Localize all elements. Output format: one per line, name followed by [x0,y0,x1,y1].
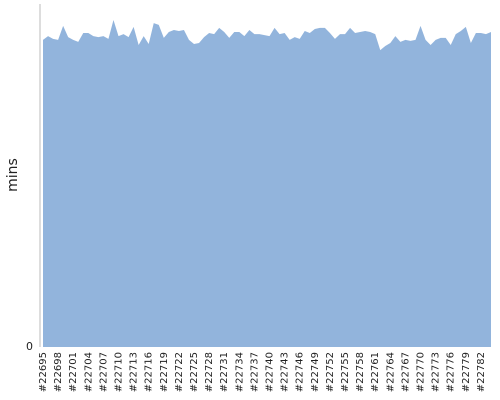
x-tick-label: #22782 [476,352,487,392]
x-tick-label: #22740 [265,352,276,392]
x-tick-label: #22776 [446,352,457,392]
x-tick-label: #22713 [129,352,140,392]
x-tick-label: #22737 [249,352,260,392]
x-tick-label: #22701 [68,352,79,392]
x-tick-label: #22764 [385,352,396,392]
x-tick-label: #22758 [355,352,366,392]
x-tick-label: #22767 [400,352,411,392]
x-tick-label: #22725 [189,352,200,392]
x-tick-label: #22761 [370,352,381,392]
x-tick-label: #22707 [98,352,109,392]
x-tick-label: #22704 [83,352,94,392]
x-tick-label: #22779 [461,352,472,392]
x-tick-label: #22695 [38,352,49,392]
x-tick-label: #22728 [204,352,215,392]
x-tick-label: #22752 [325,352,336,392]
area [43,20,491,347]
x-tick-label: #22746 [295,352,306,392]
x-tick-label: #22719 [159,352,170,392]
x-tick-label: #22773 [431,352,442,392]
x-tick-label: #22749 [310,352,321,392]
x-tick-label: #22743 [280,352,291,392]
x-tick-label: #22734 [234,352,245,392]
x-tick-label: #22731 [219,352,230,392]
x-tick-label: #22710 [114,352,125,392]
x-tick-label: #22698 [53,352,64,392]
x-tick-label: #22770 [416,352,427,392]
y-tick-label: 0 [26,340,33,353]
y-axis-label: mins [5,158,21,192]
x-tick-label: #22722 [174,352,185,392]
x-tick-label: #22716 [144,352,155,392]
x-tick-label: #22755 [340,352,351,392]
